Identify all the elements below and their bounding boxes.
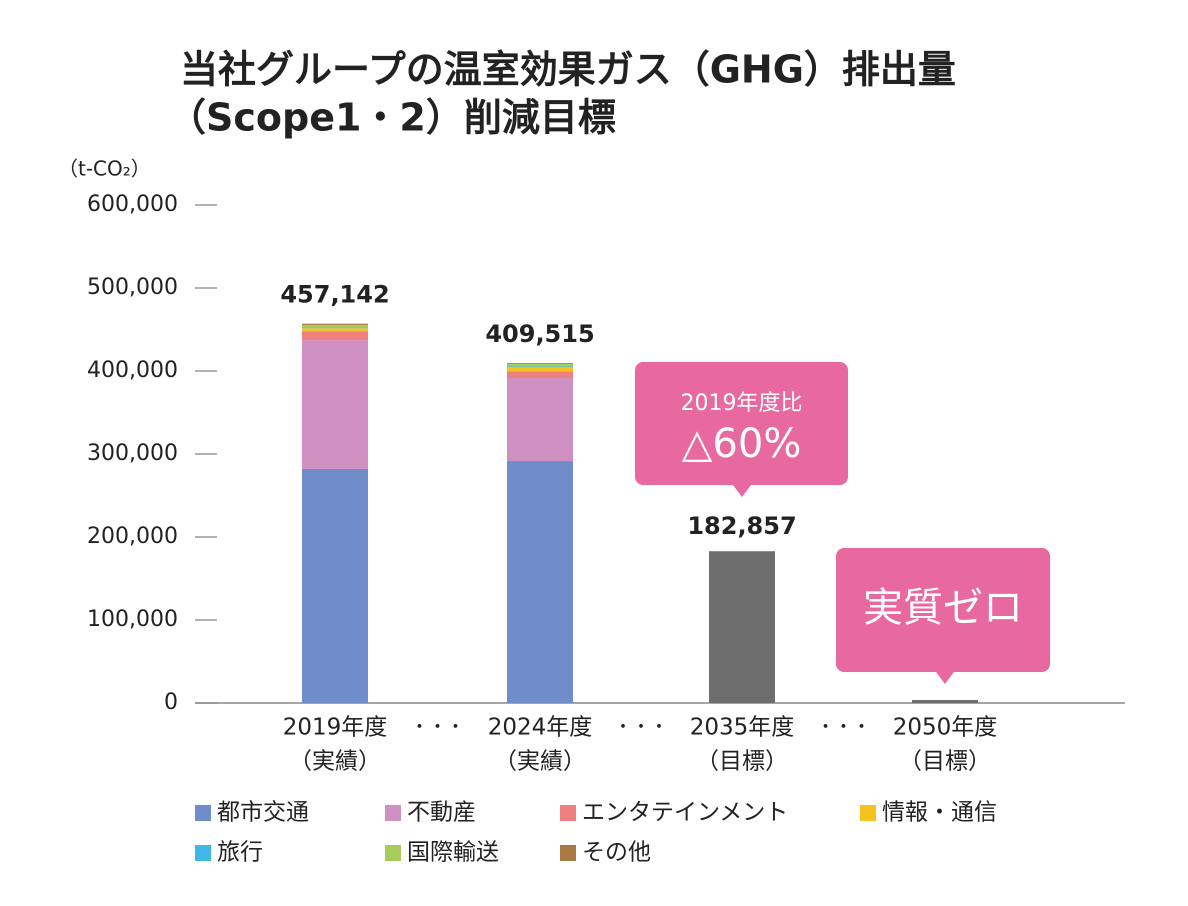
bar-segment bbox=[302, 328, 368, 332]
legend-swatch bbox=[385, 845, 401, 861]
legend-label: 不動産 bbox=[407, 800, 476, 826]
bar-segment bbox=[507, 366, 573, 368]
bar-segment bbox=[507, 371, 573, 379]
legend-label: 都市交通 bbox=[217, 800, 309, 826]
legend-label: その他 bbox=[582, 840, 651, 866]
y-tick-label: 600,000 bbox=[87, 192, 178, 217]
bar-segment bbox=[507, 367, 573, 372]
bar-segment bbox=[302, 323, 368, 325]
x-tick-label: 2035年度 bbox=[690, 715, 795, 741]
bar-segment bbox=[302, 340, 368, 469]
bar-segment bbox=[302, 327, 368, 329]
bar-segment bbox=[507, 378, 573, 462]
legend-swatch bbox=[560, 805, 576, 821]
callout-box bbox=[836, 548, 1050, 672]
y-tick-label: 0 bbox=[164, 690, 178, 715]
separator: ・・・ bbox=[614, 717, 668, 738]
legend-label: エンタテインメント bbox=[582, 800, 788, 826]
x-tick-note: （実績） bbox=[289, 749, 381, 775]
legend-swatch bbox=[860, 805, 876, 821]
callout-pointer bbox=[936, 672, 954, 684]
bar-segment bbox=[302, 331, 368, 341]
legend-swatch bbox=[385, 805, 401, 821]
y-tick-label: 500,000 bbox=[87, 275, 178, 300]
x-tick-label: 2024年度 bbox=[488, 715, 593, 741]
bar-segment bbox=[507, 461, 573, 703]
bar-segment bbox=[302, 324, 368, 328]
legend-label: 旅行 bbox=[217, 840, 263, 866]
separator: ・・・ bbox=[411, 717, 465, 738]
x-tick-note: （目標） bbox=[899, 749, 991, 775]
callout-box bbox=[635, 362, 848, 485]
chart-title: （Scope1・2）削減目標 bbox=[168, 96, 616, 140]
x-tick-note: （実績） bbox=[494, 749, 586, 775]
y-tick-label: 200,000 bbox=[87, 524, 178, 549]
callout-text: 2019年度比 bbox=[681, 391, 803, 416]
target-bar bbox=[912, 700, 978, 703]
target-bar bbox=[709, 551, 775, 703]
value-label: 409,515 bbox=[485, 320, 594, 348]
callout-text: △60% bbox=[682, 421, 802, 467]
legend-label: 国際輸送 bbox=[407, 840, 499, 866]
y-unit: （t-CO₂） bbox=[58, 157, 151, 181]
x-tick-label: 2050年度 bbox=[893, 715, 998, 741]
value-label: 182,857 bbox=[687, 512, 796, 540]
y-tick-label: 400,000 bbox=[87, 358, 178, 383]
x-tick-note: （目標） bbox=[696, 749, 788, 775]
legend-swatch bbox=[195, 805, 211, 821]
legend-swatch bbox=[560, 845, 576, 861]
legend-swatch bbox=[195, 845, 211, 861]
chart-title: 当社グループの温室効果ガス（GHG）排出量 bbox=[180, 48, 956, 92]
x-tick-label: 2019年度 bbox=[283, 715, 388, 741]
separator: ・・・ bbox=[817, 717, 871, 738]
legend-label: 情報・通信 bbox=[882, 800, 997, 826]
bar-segment bbox=[507, 363, 573, 364]
bar-segment bbox=[302, 468, 368, 703]
value-label: 457,142 bbox=[280, 281, 389, 309]
y-tick-label: 300,000 bbox=[87, 441, 178, 466]
callout-text: 実質ゼロ bbox=[863, 585, 1023, 631]
y-tick-label: 100,000 bbox=[87, 607, 178, 632]
callout-pointer bbox=[733, 485, 751, 497]
bar-segment bbox=[507, 363, 573, 367]
